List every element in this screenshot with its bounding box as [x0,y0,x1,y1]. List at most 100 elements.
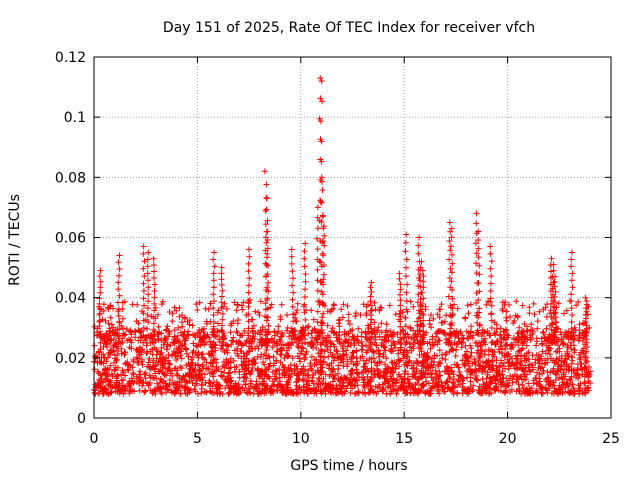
data-point [140,325,147,331]
data-point [360,376,367,383]
data-point [177,329,184,336]
data-point [240,374,247,381]
data-point [257,380,263,387]
data-point [397,357,404,364]
data-point [499,350,505,357]
data-point [436,368,443,375]
data-point [530,377,537,384]
data-point [107,352,113,358]
data-point [292,314,298,321]
data-point [245,367,252,374]
data-point [492,331,499,338]
data-point [263,389,270,396]
data-point [221,364,228,371]
data-point [454,305,461,312]
data-point [366,389,373,396]
data-point [567,334,574,341]
data-point [278,345,285,351]
data-point [376,307,383,314]
data-point [122,385,129,392]
data-point [302,366,309,373]
data-point [427,385,434,392]
data-point [362,342,369,349]
data-point [402,368,409,375]
data-point [187,365,194,372]
data-point [336,323,343,330]
data-point [397,281,404,288]
data-point [320,339,327,346]
data-point [112,330,119,337]
data-point [240,358,247,365]
data-point [585,384,592,391]
data-point [246,296,253,303]
data-point [473,260,479,267]
data-point [390,387,397,393]
data-point [314,329,321,336]
data-point [158,377,165,384]
data-point [146,355,153,362]
data-point [206,370,213,377]
data-point [423,363,430,370]
data-point [338,306,345,313]
data-point [318,371,325,378]
data-point [315,375,322,382]
data-point [120,390,127,397]
data-point [465,310,472,317]
data-point [263,195,270,202]
data-point [320,262,327,268]
data-point [349,349,356,356]
data-point [448,225,455,232]
data-point [402,239,409,246]
data-point [281,355,288,362]
data-point [227,369,233,376]
data-point [375,346,382,353]
data-point [456,381,463,388]
data-point [123,326,130,333]
data-point [404,281,411,288]
data-point [166,366,173,373]
data-point [475,254,482,261]
data-point [448,339,455,346]
data-point [318,158,325,165]
data-point [446,256,453,263]
data-point [582,294,589,301]
data-point [463,328,470,335]
data-point [423,352,430,359]
data-point [238,361,245,368]
y-tick-label: 0.06 [55,231,86,247]
data-point [345,340,352,347]
data-point [237,332,244,339]
data-point [302,240,309,247]
data-point [533,342,539,349]
data-point [271,329,278,336]
data-point [301,309,308,316]
data-point [486,390,493,397]
data-point [210,339,217,346]
data-point [317,364,324,371]
data-point [150,262,157,268]
data-point [160,370,167,377]
data-point [487,366,494,373]
data-point [552,339,558,346]
data-point [257,354,264,360]
data-point [194,343,201,350]
data-point [561,381,567,388]
data-point [523,387,530,394]
data-point [277,351,284,358]
data-point [463,355,470,362]
data-point [350,349,357,356]
data-point [137,374,143,381]
data-point [144,339,150,346]
data-point [488,273,495,280]
data-point [173,357,180,363]
data-point [151,333,158,340]
data-point [134,301,141,308]
data-point [331,329,338,336]
data-point [150,332,156,339]
data-point [122,372,129,379]
data-point [169,379,176,386]
data-point [175,348,182,355]
data-point [533,381,540,387]
data-point [319,187,326,194]
data-point [300,377,307,384]
